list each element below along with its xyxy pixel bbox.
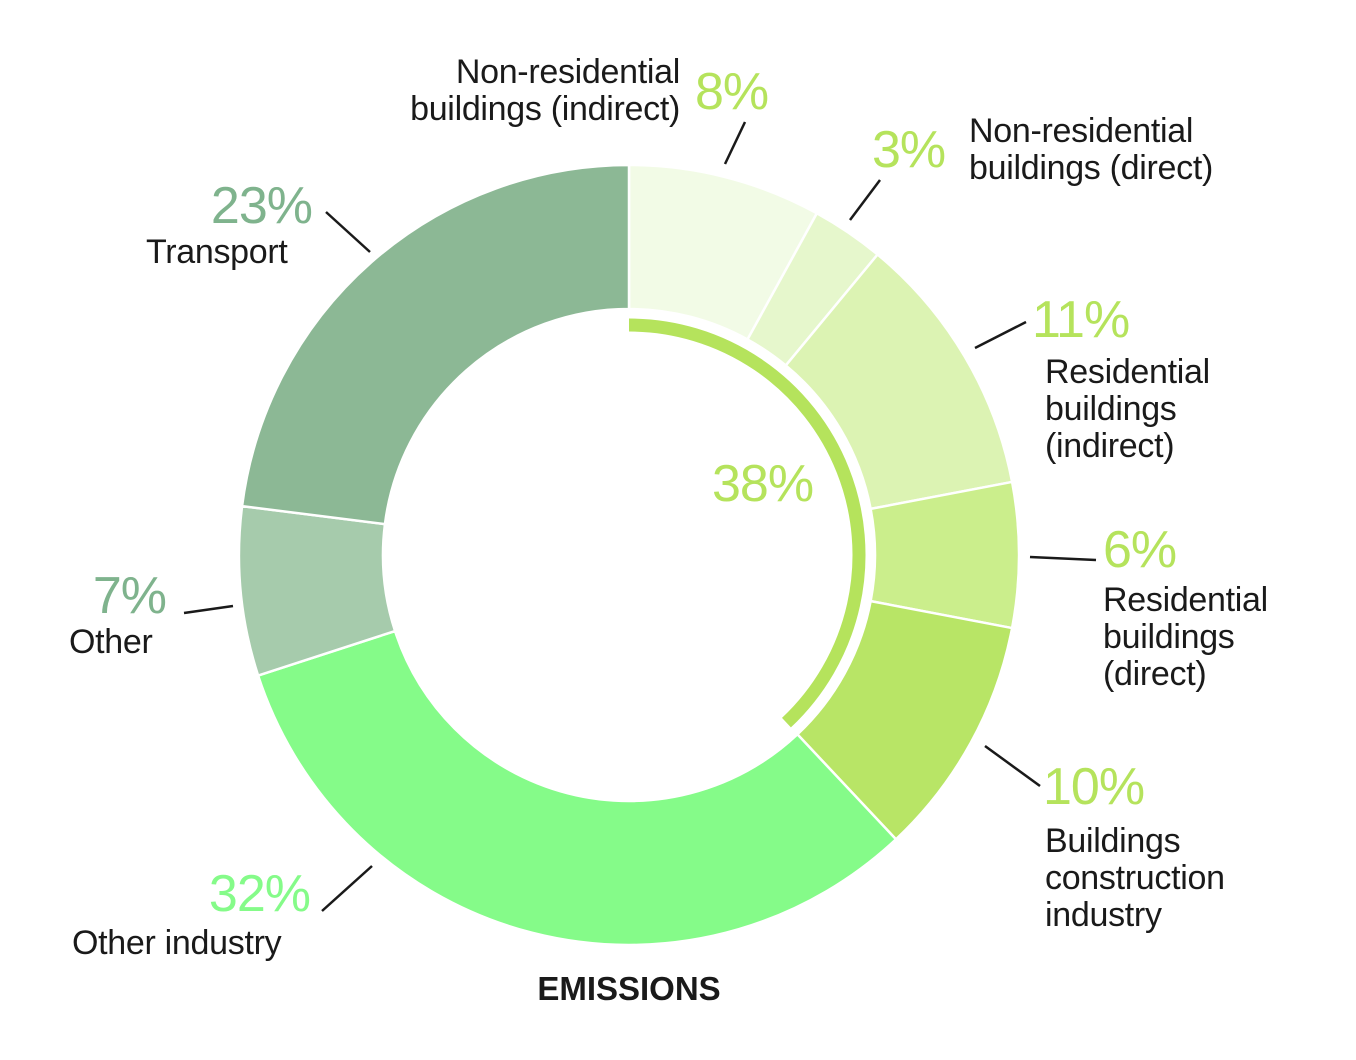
value-nonres-direct: 3%	[872, 121, 946, 179]
leader-line-res-indirect	[974, 320, 1027, 350]
leader-line-other-industry	[321, 865, 373, 912]
label-nonres-direct: Non-residential buildings (direct)	[969, 112, 1214, 187]
slice-other-industry	[256, 629, 898, 947]
chart-title: EMISSIONS	[537, 970, 721, 1007]
leader-line-res-direct	[1029, 555, 1097, 562]
value-nonres-indirect: 8%	[695, 63, 769, 121]
leader-line-nonres-direct	[849, 179, 881, 221]
label-other: Other	[69, 623, 153, 661]
label-transport: Transport	[146, 233, 288, 271]
label-buildings-construction: Buildings construction industry	[1045, 822, 1225, 934]
value-buildings-construction: 10%	[1043, 758, 1145, 816]
leader-line-buildings-construction	[984, 744, 1041, 788]
buildings-total-arc	[628, 318, 866, 728]
label-res-direct: Residential buildings (direct)	[1103, 581, 1268, 693]
leader-line-nonres-indirect	[723, 121, 747, 165]
label-nonres-indirect-text: Non-residential buildings (indirect)	[410, 53, 680, 128]
label-other-industry: Other industry	[72, 924, 282, 962]
value-res-indirect: 11%	[1032, 291, 1130, 349]
label-nonres-indirect: Non-residential buildings (indirect)	[330, 54, 680, 128]
value-res-direct: 6%	[1103, 521, 1177, 579]
label-res-indirect: Residential buildings (indirect)	[1045, 353, 1210, 465]
value-buildings-total: 38%	[712, 455, 814, 513]
leader-line-other	[183, 604, 234, 615]
value-transport: 23%	[210, 177, 313, 235]
value-other: 7%	[92, 567, 167, 625]
slice-transport	[240, 163, 631, 526]
value-other-industry: 32%	[208, 865, 311, 923]
leader-line-transport	[325, 211, 371, 253]
